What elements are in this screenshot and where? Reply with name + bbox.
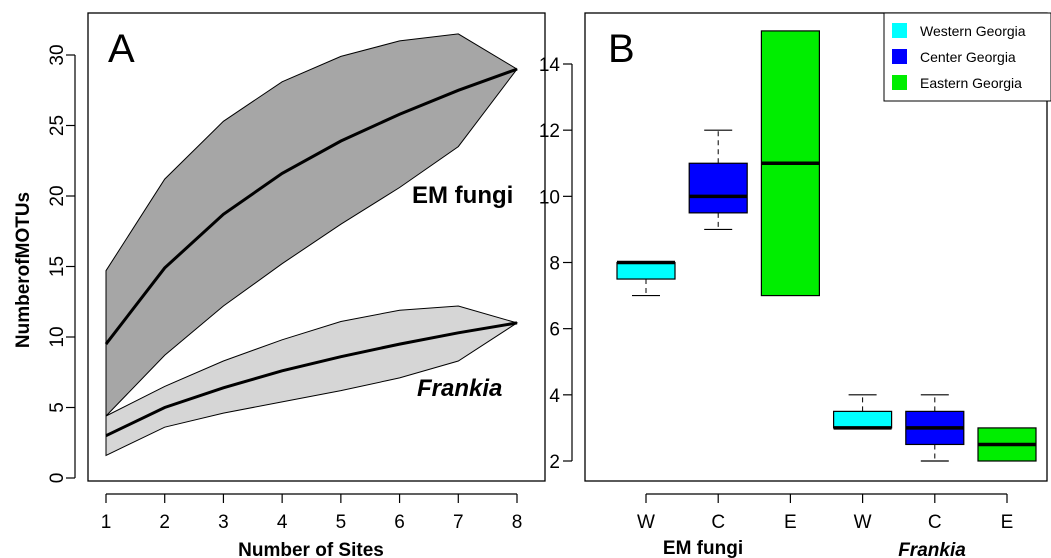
a-x-tick-label: 8 bbox=[512, 512, 523, 533]
panel-a-x-axis: 1 2 3 4 5 6 7 8 bbox=[101, 493, 523, 533]
b-boxes bbox=[616, 30, 1037, 462]
b-x-tick-label: W bbox=[854, 512, 872, 533]
a-y-tick-label: 30 bbox=[47, 44, 68, 65]
group-label-frankia: Frankia bbox=[898, 540, 966, 558]
a-x-tick-label: 5 bbox=[336, 512, 347, 533]
a-mean-lines bbox=[104, 67, 518, 438]
b-x-tick-label: W bbox=[637, 512, 655, 533]
a-x-tick-label: 6 bbox=[394, 512, 405, 533]
a-y-tick-label: 10 bbox=[47, 326, 68, 347]
legend-swatch-western-georgia bbox=[892, 23, 907, 38]
panel-b-y-axis: 2 4 6 8 10 12 14 bbox=[539, 55, 573, 473]
b-y-tick-label: 6 bbox=[549, 320, 560, 341]
legend: Western Georgia Center Georgia Eastern Geo… bbox=[883, 12, 1051, 102]
panel-a-x-axis-title: Number of Sites bbox=[238, 540, 384, 558]
a-y-tick-label: 25 bbox=[47, 115, 68, 136]
box-iqr bbox=[688, 162, 748, 214]
b-y-tick-label: 8 bbox=[549, 254, 560, 275]
a-x-tick-label: 3 bbox=[218, 512, 229, 533]
panel-a-y-axis: 0 5 10 15 20 25 30 bbox=[47, 44, 76, 484]
box-frankia-w bbox=[832, 394, 893, 430]
panel-a-letter: A bbox=[108, 27, 135, 71]
legend-frame bbox=[883, 12, 1051, 102]
b-y-tick-label: 4 bbox=[549, 386, 560, 407]
legend-label-eastern-georgia: Eastern Georgia bbox=[920, 75, 1022, 91]
a-x-tick-label: 2 bbox=[159, 512, 170, 533]
legend-swatch-eastern-georgia bbox=[892, 75, 907, 90]
box-em-fungi-w bbox=[616, 260, 676, 297]
a-y-tick-label: 15 bbox=[47, 256, 68, 277]
b-y-tick-label: 10 bbox=[539, 187, 560, 208]
legend-swatch-center-georgia bbox=[892, 49, 907, 64]
b-y-tick-label: 12 bbox=[539, 121, 560, 142]
mean-line-em-fungi bbox=[104, 67, 518, 346]
b-x-tick-label: C bbox=[928, 512, 942, 533]
box-iqr bbox=[832, 410, 893, 429]
series-label-frankia: Frankia bbox=[417, 375, 502, 402]
b-y-tick-label: 14 bbox=[539, 55, 561, 76]
box-frankia-c bbox=[905, 394, 965, 462]
legend-label-western-georgia: Western Georgia bbox=[920, 23, 1026, 39]
box-em-fungi-c bbox=[688, 129, 748, 231]
panel-a-frame bbox=[87, 12, 546, 482]
a-y-tick-label: 0 bbox=[47, 473, 68, 484]
panel-b: W C E W C E 2 4 6 8 10 12 14 B EM fungi Frankia Wes… bbox=[539, 12, 1051, 558]
b-x-tick-label: E bbox=[1001, 512, 1014, 533]
a-x-tick-label: 1 bbox=[101, 512, 112, 533]
panel-a-y-axis-title: NumberofMOTUs bbox=[13, 192, 34, 348]
series-label-em-fungi: EM fungi bbox=[412, 182, 513, 209]
band-frankia bbox=[105, 305, 519, 457]
panel-a: 1 2 3 4 5 6 7 8 0 5 10 15 20 25 30 A EM fungi Frankia… bbox=[13, 12, 546, 558]
b-x-tick-label: E bbox=[784, 512, 797, 533]
b-x-tick-label: C bbox=[711, 512, 725, 533]
box-iqr bbox=[616, 261, 676, 280]
band-em-fungi bbox=[105, 33, 518, 418]
group-label-em-fungi: EM fungi bbox=[663, 538, 743, 558]
a-y-tick-label: 20 bbox=[47, 185, 68, 206]
a-x-tick-label: 4 bbox=[277, 512, 288, 533]
mean-line-frankia bbox=[105, 321, 518, 438]
a-bands bbox=[105, 33, 519, 457]
panel-b-frame bbox=[584, 12, 1048, 482]
b-y-tick-label: 2 bbox=[549, 452, 560, 473]
panel-b-letter: B bbox=[608, 27, 635, 71]
legend-label-center-georgia: Center Georgia bbox=[920, 49, 1016, 65]
box-em-fungi-e bbox=[760, 30, 821, 297]
a-x-tick-label: 7 bbox=[453, 512, 464, 533]
box-frankia-e bbox=[977, 427, 1037, 462]
a-y-tick-label: 5 bbox=[47, 402, 68, 413]
